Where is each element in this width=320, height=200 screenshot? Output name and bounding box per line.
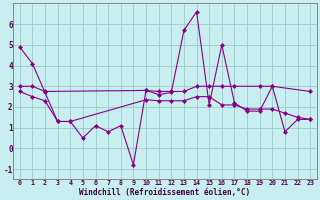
- X-axis label: Windchill (Refroidissement éolien,°C): Windchill (Refroidissement éolien,°C): [79, 188, 251, 197]
